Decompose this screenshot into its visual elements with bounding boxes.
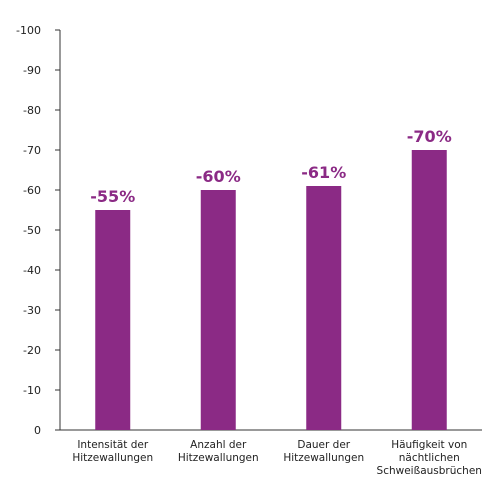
- y-tick-label: -60: [23, 184, 41, 197]
- y-tick-label: -50: [23, 224, 41, 237]
- category-label-line: Schweißausbrüchen: [377, 465, 482, 477]
- bar: [200, 190, 236, 430]
- y-tick-label: 0: [34, 424, 41, 437]
- y-tick-label: -40: [23, 264, 41, 277]
- y-tick-label: -20: [23, 344, 41, 357]
- y-axis: 0 -10 -20 -30 -40 -50 -60 -70 -80 -90 -100: [16, 24, 482, 437]
- category-label-line: nächtlichen: [399, 452, 460, 464]
- bars: [95, 150, 447, 430]
- y-tick-label: -90: [23, 64, 41, 77]
- y-tick-label: -10: [23, 384, 41, 397]
- category-label-line: Hitzewallungen: [72, 452, 153, 464]
- data-label: -61%: [301, 163, 346, 182]
- category-label-line: Hitzewallungen: [178, 452, 259, 464]
- category-label-line: Intensität der: [77, 439, 149, 451]
- y-tick-label: -70: [23, 144, 41, 157]
- bar: [411, 150, 447, 430]
- y-tick-label: -80: [23, 104, 41, 117]
- data-label: -70%: [407, 127, 452, 146]
- data-label: -55%: [90, 187, 135, 206]
- data-labels: -55% -60% -61% -70%: [90, 127, 451, 206]
- y-tick-label: -100: [16, 24, 41, 37]
- category-label-line: Häufigkeit von: [391, 439, 467, 451]
- y-tick-label: -30: [23, 304, 41, 317]
- data-label: -60%: [196, 167, 241, 186]
- bar: [306, 186, 342, 430]
- category-label-line: Anzahl der: [190, 439, 247, 451]
- category-label: Dauer der Hitzewallungen: [283, 439, 364, 464]
- category-label-line: Dauer der: [297, 439, 350, 451]
- category-label: Häufigkeit von nächtlichen Schweißausbrüch…: [377, 439, 482, 477]
- category-label: Anzahl der Hitzewallungen: [178, 439, 259, 464]
- bar: [95, 210, 131, 430]
- category-label-line: Hitzewallungen: [283, 452, 364, 464]
- category-label: Intensität der Hitzewallungen: [72, 439, 153, 464]
